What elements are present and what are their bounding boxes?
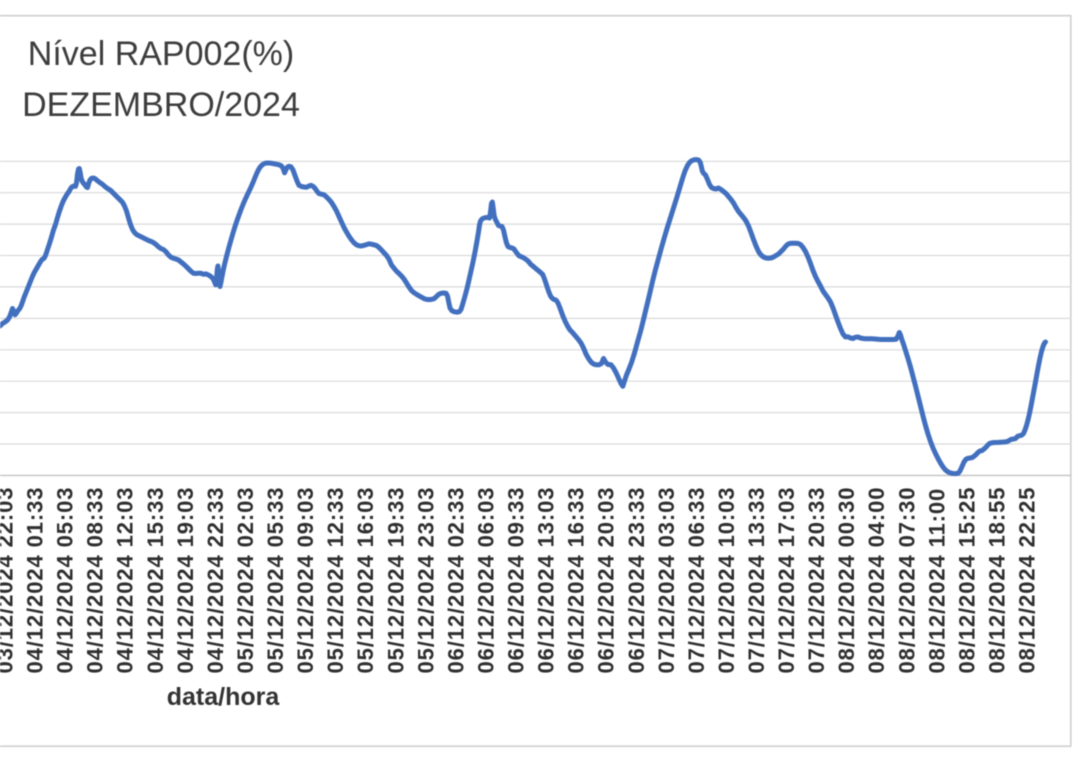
svg-text:06/12/2024 23:33: 06/12/2024 23:33 [624, 487, 649, 674]
svg-text:07/12/2024 17:03: 07/12/2024 17:03 [774, 487, 799, 674]
svg-text:05/12/2024 09:03: 05/12/2024 09:03 [293, 487, 318, 674]
svg-text:06/12/2024 13:03: 06/12/2024 13:03 [534, 487, 559, 674]
svg-text:08/12/2024 00:30: 08/12/2024 00:30 [834, 487, 859, 674]
svg-text:08/12/2024 15:25: 08/12/2024 15:25 [954, 487, 979, 674]
svg-text:04/12/2024 22:33: 04/12/2024 22:33 [203, 487, 228, 674]
svg-text:08/12/2024 11:00: 08/12/2024 11:00 [924, 488, 949, 674]
svg-text:04/12/2024 05:03: 04/12/2024 05:03 [53, 487, 78, 674]
svg-text:05/12/2024 23:03: 05/12/2024 23:03 [413, 487, 438, 674]
svg-text:04/12/2024 19:03: 04/12/2024 19:03 [173, 487, 198, 674]
svg-text:08/12/2024 18:55: 08/12/2024 18:55 [985, 487, 1010, 674]
svg-text:07/12/2024 20:33: 07/12/2024 20:33 [804, 487, 829, 674]
svg-text:08/12/2024 07:30: 08/12/2024 07:30 [894, 487, 919, 674]
svg-text:06/12/2024 20:03: 06/12/2024 20:03 [594, 487, 619, 674]
svg-text:04/12/2024 01:33: 04/12/2024 01:33 [23, 487, 48, 674]
svg-text:05/12/2024 16:03: 05/12/2024 16:03 [353, 487, 378, 674]
svg-text:06/12/2024 02:33: 06/12/2024 02:33 [443, 487, 468, 674]
svg-text:04/12/2024 08:33: 04/12/2024 08:33 [83, 487, 108, 674]
svg-text:07/12/2024 10:03: 07/12/2024 10:03 [714, 487, 739, 674]
svg-text:04/12/2024 12:03: 04/12/2024 12:03 [113, 487, 138, 674]
svg-text:08/12/2024 04:00: 08/12/2024 04:00 [864, 487, 889, 674]
svg-text:03/12/2024 22:03: 03/12/2024 22:03 [0, 487, 18, 674]
svg-text:05/12/2024 05:33: 05/12/2024 05:33 [263, 487, 288, 674]
svg-text:06/12/2024 06:03: 06/12/2024 06:03 [474, 487, 499, 674]
svg-text:04/12/2024 15:33: 04/12/2024 15:33 [143, 487, 168, 674]
svg-text:07/12/2024 03:03: 07/12/2024 03:03 [654, 487, 679, 674]
svg-text:07/12/2024 13:33: 07/12/2024 13:33 [744, 487, 769, 674]
svg-text:07/12/2024 06:33: 07/12/2024 06:33 [684, 487, 709, 674]
svg-text:05/12/2024 12:33: 05/12/2024 12:33 [323, 487, 348, 674]
svg-text:08/12/2024 22:25: 08/12/2024 22:25 [1015, 487, 1040, 674]
svg-text:06/12/2024 09:33: 06/12/2024 09:33 [504, 487, 529, 674]
svg-text:06/12/2024 16:33: 06/12/2024 16:33 [564, 487, 589, 674]
svg-text:05/12/2024 19:33: 05/12/2024 19:33 [383, 487, 408, 674]
svg-text:05/12/2024 02:03: 05/12/2024 02:03 [233, 487, 258, 674]
